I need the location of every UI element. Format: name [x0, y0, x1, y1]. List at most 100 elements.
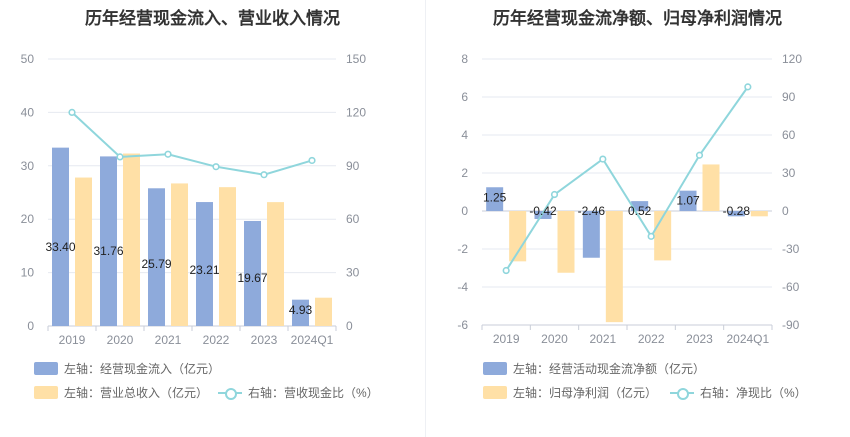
left-ratio-line: [71, 111, 313, 176]
left-ratio-point: [308, 156, 316, 165]
left-left-tick-label: 10: [21, 266, 35, 280]
right-left-tick-label: 8: [461, 52, 468, 66]
right-ratio-line: [505, 86, 749, 272]
left-x-tick-label: 2020: [107, 333, 134, 347]
right-bar-primary: [679, 190, 697, 211]
left-right-tick-label: 120: [346, 105, 366, 119]
left-legend-label-1: 左轴：经营现金流入（亿元）: [64, 362, 221, 376]
left-bar-secondary: [315, 297, 332, 326]
right-data-label: -2.46: [578, 204, 606, 218]
right-bar-primary: [486, 187, 504, 211]
right-legend-item-ratio[interactable]: 右轴：净现比（%）: [670, 384, 807, 401]
legend-line-icon: [218, 386, 242, 400]
left-bar-primary: [196, 202, 213, 326]
left-data-label: 19.67: [237, 271, 267, 285]
left-ratio-point: [116, 153, 124, 161]
legend-swatch-icon: [34, 362, 58, 375]
right-ratio-point: [695, 151, 704, 159]
right-x-tick-label: 2022: [638, 332, 665, 346]
left-chart-panel: 历年经营现金流入、营业收入情况 0 10 20 30 40 50 0 30 60 90 120 150…: [21, 9, 379, 401]
right-data-label: -0.42: [529, 204, 557, 218]
right-data-label: 0.52: [628, 204, 652, 218]
right-left-tick-label: 0: [461, 204, 468, 218]
right-ratio-point: [550, 190, 559, 199]
left-x-tick-label: 2022: [203, 333, 230, 347]
legend-line-icon: [670, 386, 694, 400]
right-data-label: 1.07: [676, 194, 700, 208]
right-left-tick-label: 4: [461, 128, 468, 142]
left-data-label: 33.40: [45, 240, 75, 254]
left-legend-label-3: 右轴：营收现金比（%）: [248, 386, 379, 400]
left-ratio-point: [164, 150, 172, 158]
right-bar-primary: [582, 211, 600, 258]
left-left-tick-label: 30: [21, 159, 35, 173]
right-bar-secondary: [750, 211, 768, 217]
left-legend-item-cash-inflow[interactable]: 左轴：经营现金流入（亿元）: [34, 360, 220, 377]
left-data-label: 23.21: [189, 263, 219, 277]
left-ratio-point: [212, 163, 220, 171]
left-bar-primary: [52, 147, 69, 326]
right-ratio-point: [647, 232, 655, 240]
right-ratio-point: [599, 155, 607, 163]
left-right-tick-label: 0: [346, 319, 353, 333]
left-left-tick-label: 20: [21, 212, 35, 226]
right-left-tick-label: 2: [461, 166, 468, 180]
right-bar-secondary: [509, 211, 527, 262]
right-right-tick-label: 0: [782, 204, 789, 218]
left-bar-secondary: [219, 187, 236, 326]
right-right-tick-label: 120: [782, 52, 802, 66]
left-x-tick-label: 2021: [155, 333, 182, 347]
left-bar-primary: [100, 156, 117, 326]
right-bar-primary: [727, 211, 745, 217]
right-left-tick-label: -2: [457, 242, 468, 256]
left-chart-plot: 0 10 20 30 40 50 0 30 60 90 120 150 2019 2020 2021 2022…: [21, 52, 367, 347]
right-right-tick-label: 30: [782, 166, 796, 180]
right-x-tick-label: 2023: [686, 332, 713, 346]
left-data-label: 4.93: [289, 303, 313, 317]
right-bar-primary: [631, 201, 649, 211]
right-ratio-point: [502, 266, 510, 275]
right-legend-label-1: 左轴：经营活动现金流净额（亿元）: [513, 362, 706, 376]
right-x-tick-label: 2021: [589, 332, 616, 346]
left-x-tick-label: 2019: [59, 333, 86, 347]
right-chart-plot: -6 -4 -2 0 2 4 6 8 -90 -60 -30 0 30 60 90 120 2019 2020 20…: [457, 52, 802, 346]
left-left-tick-label: 40: [21, 105, 35, 119]
legend-swatch-icon: [34, 386, 58, 399]
left-legend-label-2: 左轴：营业总收入（亿元）: [64, 386, 209, 400]
legend-swatch-icon: [483, 386, 507, 399]
left-legend-item-ratio[interactable]: 右轴：营收现金比（%）: [218, 384, 379, 401]
right-data-label: -0.28: [723, 204, 751, 218]
right-right-tick-label: 90: [782, 90, 796, 104]
right-right-tick-label: -30: [782, 242, 800, 256]
left-bar-secondary: [267, 202, 284, 326]
left-data-label: 25.79: [141, 257, 171, 271]
left-right-tick-label: 150: [346, 52, 366, 66]
left-bar-secondary: [123, 153, 140, 326]
left-bar-secondary: [171, 183, 188, 326]
right-legend-item-net-profit[interactable]: 左轴：归母净利润（亿元）: [483, 384, 657, 401]
left-bar-primary: [292, 299, 309, 326]
right-left-tick-label: 6: [461, 90, 468, 104]
right-legend-label-3: 右轴：净现比（%）: [700, 386, 807, 400]
left-chart-title: 历年经营现金流入、营业收入情况: [85, 9, 340, 28]
left-right-tick-label: 60: [346, 212, 360, 226]
panel-divider: [425, 0, 426, 437]
right-chart-title: 历年经营现金流净额、归母净利润情况: [493, 9, 782, 28]
right-bar-secondary: [557, 211, 575, 273]
left-data-label: 31.76: [93, 244, 123, 258]
left-right-tick-label: 90: [346, 159, 360, 173]
left-left-tick-label: 0: [27, 319, 34, 333]
left-ratio-point: [68, 108, 76, 116]
right-x-tick-label: 2019: [493, 332, 520, 346]
right-chart-panel: 历年经营现金流净额、归母净利润情况 -6 -4 -2 0 2 4 6 8 -90 -60 -30 0 3…: [425, 0, 850, 437]
right-x-tick-label: 2020: [541, 332, 568, 346]
right-bar-secondary: [702, 164, 720, 211]
left-legend-item-revenue[interactable]: 左轴：营业总收入（亿元）: [34, 384, 208, 401]
left-ratio-point: [260, 171, 268, 179]
left-bar-primary: [148, 188, 165, 326]
right-bar-secondary: [605, 211, 623, 323]
right-legend-item-net-cash[interactable]: 左轴：经营活动现金流净额（亿元）: [483, 360, 705, 377]
right-x-tick-label: 2024Q1: [726, 332, 769, 346]
right-legend-label-2: 左轴：归母净利润（亿元）: [513, 386, 658, 400]
right-right-tick-label: -60: [782, 280, 800, 294]
